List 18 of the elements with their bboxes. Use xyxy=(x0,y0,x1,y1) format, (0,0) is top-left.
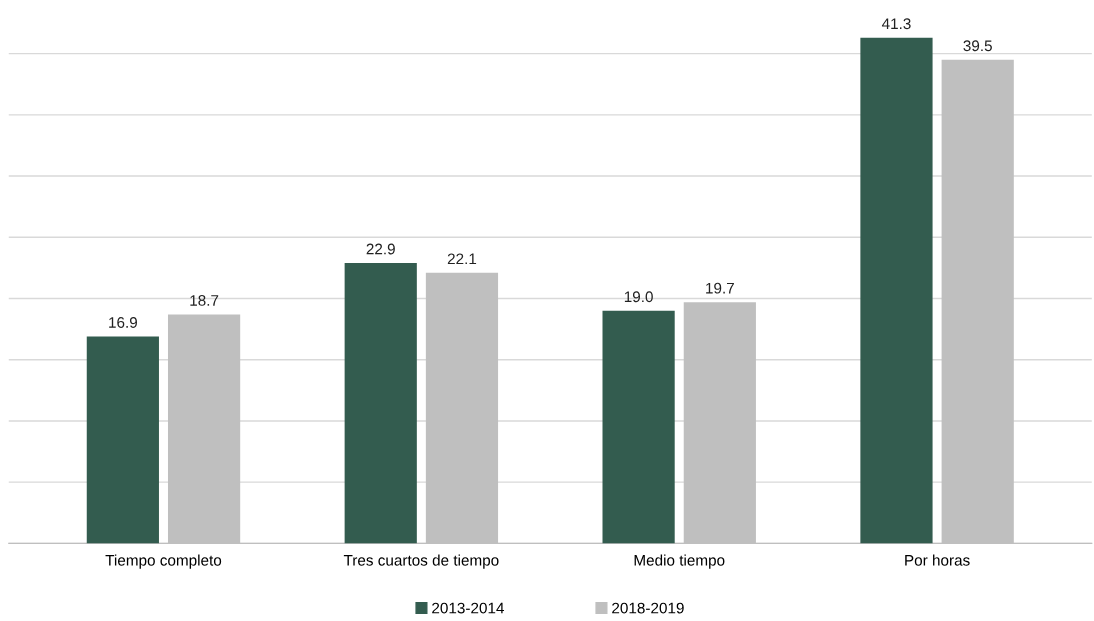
bar xyxy=(86,336,159,544)
legend-label: 2013-2014 xyxy=(432,602,505,614)
x-tick-label: Tres cuartos de tiempo xyxy=(343,554,499,569)
bar xyxy=(344,262,417,544)
data-label: 19.0 xyxy=(624,291,653,303)
x-tick-label: Tiempo completo xyxy=(105,554,222,569)
data-label: 16.9 xyxy=(109,317,137,328)
data-label: 19.7 xyxy=(706,282,734,294)
bar xyxy=(602,310,675,544)
bar xyxy=(860,37,933,544)
data-label: 22.9 xyxy=(366,243,395,255)
data-label: 39.5 xyxy=(963,40,992,52)
legend-label: 2018-2019 xyxy=(612,602,684,614)
data-label: 41.3 xyxy=(881,18,911,30)
data-label: 18.7 xyxy=(190,295,219,306)
x-tick-label: Por horas xyxy=(905,554,970,566)
x-tick-label: Medio tiempo xyxy=(634,554,725,569)
data-label: 22.1 xyxy=(447,253,477,265)
